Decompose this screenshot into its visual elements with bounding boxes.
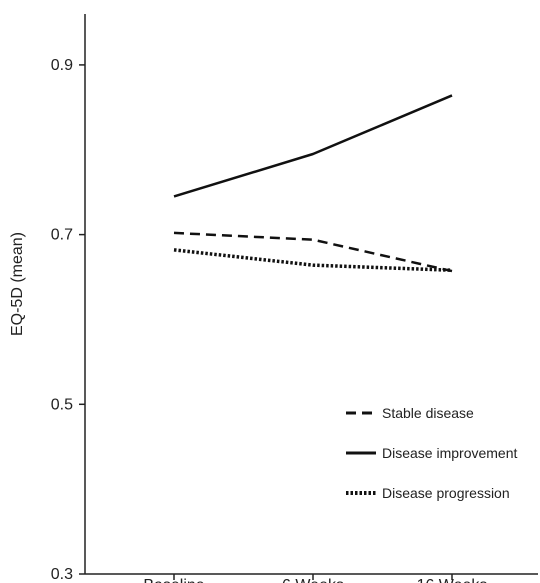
y-tick-label: 0.3 (51, 566, 73, 583)
axes (84, 14, 538, 575)
x-tick-label: 16 Weeks (417, 577, 488, 583)
legend-label-stable-disease: Stable disease (382, 405, 474, 421)
series-line-disease-improvement (173, 94, 453, 198)
y-tick-label: 0.5 (51, 396, 73, 413)
legend-label-disease-progression: Disease progression (382, 485, 510, 501)
legend: Stable disease Disease improvement Disease… (346, 405, 517, 501)
y-axis-label: EQ-5D (mean) (9, 232, 26, 336)
x-tick-label: 6 Weeks (282, 577, 344, 583)
y-tick-label: 0.7 (51, 227, 73, 244)
x-tick-label: Baseline (143, 577, 204, 583)
x-axis-ticks: Baseline 6 Weeks 16 Weeks (143, 574, 487, 583)
series-lines (173, 94, 453, 273)
y-tick-label: 0.9 (51, 57, 73, 74)
legend-label-disease-improvement: Disease improvement (382, 445, 517, 461)
y-axis-ticks: 0.3 0.5 0.7 0.9 (51, 57, 85, 583)
series-line-disease-progression (173, 248, 453, 272)
